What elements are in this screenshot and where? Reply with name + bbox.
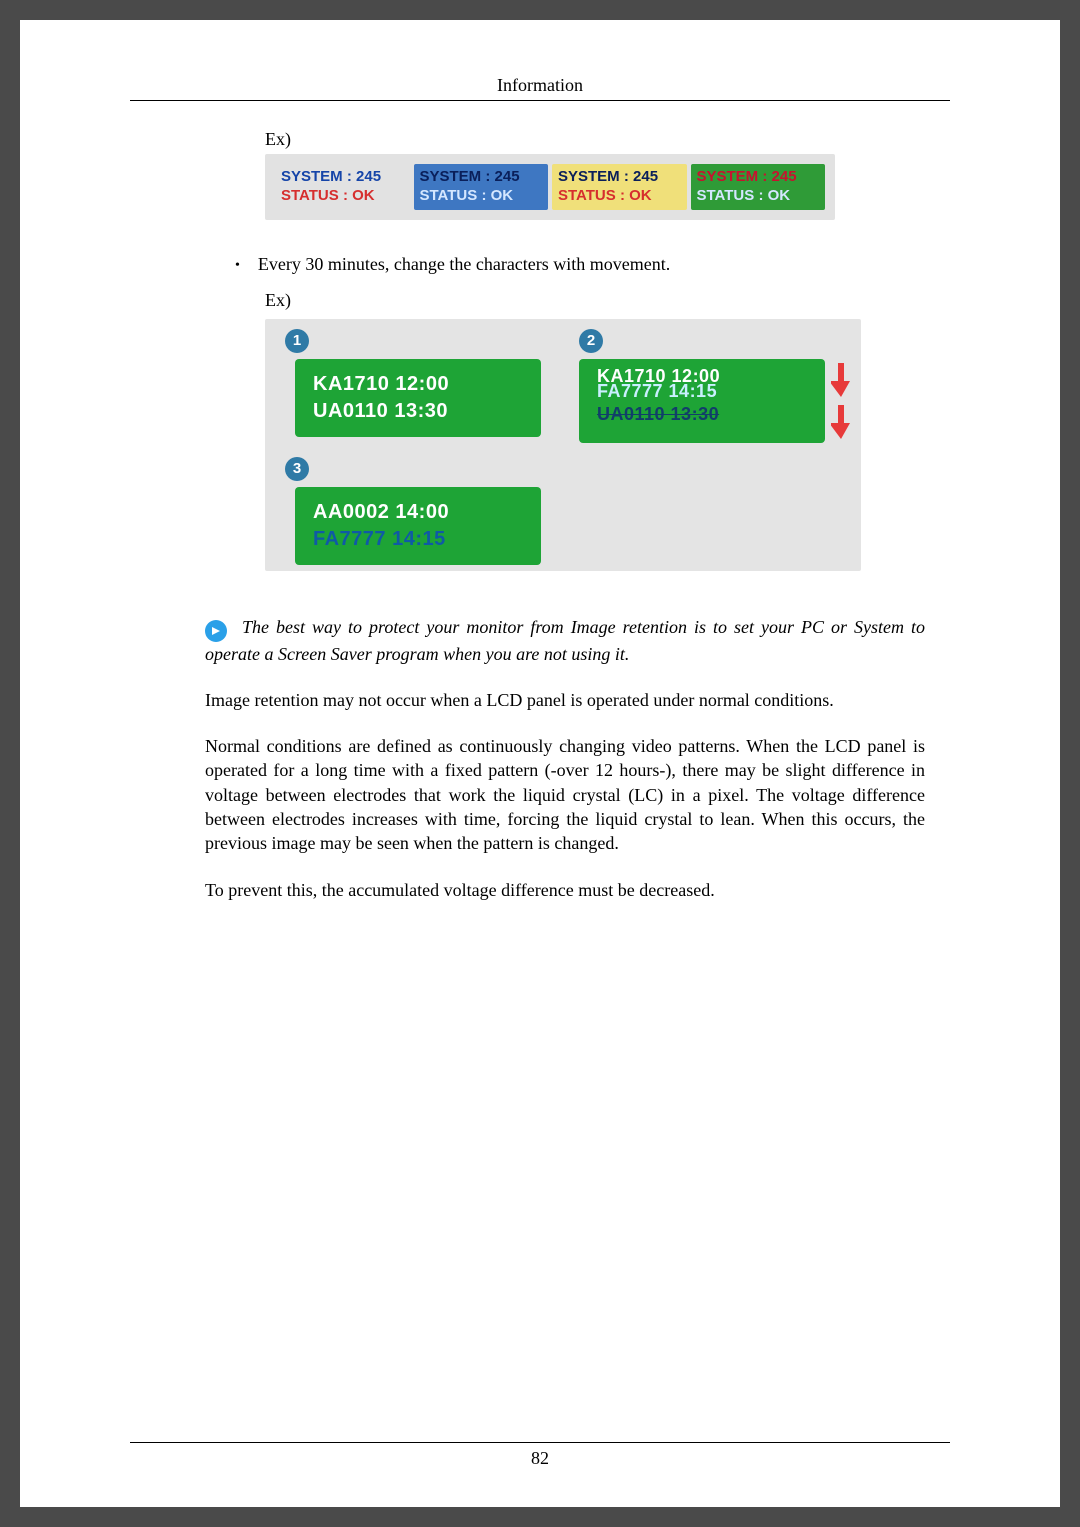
bullet-instruction: • Every 30 minutes, change the character… bbox=[235, 254, 950, 278]
scroll-arrow-icon-1 bbox=[831, 363, 851, 397]
panel-3-row-2: FA7777 14:15 bbox=[313, 528, 523, 551]
panel-2-scroll: AA0002 14:00 KA1710 12:00 FA7777 14:15 U… bbox=[597, 359, 807, 425]
footer-rule bbox=[130, 1442, 950, 1443]
system-cell-2: SYSTEM : 245 STATUS : OK bbox=[414, 164, 549, 210]
panel-1-row-2: UA0110 13:30 bbox=[313, 400, 523, 423]
display-panel-2: AA0002 14:00 KA1710 12:00 FA7777 14:15 U… bbox=[579, 359, 825, 443]
animation-panels: 1 2 3 KA1710 12:00 UA0110 13:30 AA0002 1… bbox=[265, 319, 861, 571]
system-cell-3-line1: SYSTEM : 245 bbox=[558, 168, 681, 187]
panel-2-faded-top: AA0002 14:00 bbox=[597, 359, 807, 364]
document-page: Information Ex) SYSTEM : 245 STATUS : OK… bbox=[20, 20, 1060, 1507]
panel-2-faded-bot: UA0110 13:30 bbox=[597, 404, 807, 425]
header-rule bbox=[130, 100, 950, 101]
system-cell-2-line1: SYSTEM : 245 bbox=[420, 168, 543, 187]
step-badge-3: 3 bbox=[285, 457, 309, 481]
system-cell-3: SYSTEM : 245 STATUS : OK bbox=[552, 164, 687, 210]
display-panel-3: AA0002 14:00 FA7777 14:15 bbox=[295, 487, 541, 565]
example-2-block: Ex) 1 2 3 KA1710 12:00 UA0110 13:30 AA00… bbox=[265, 290, 925, 571]
panel-1-row-1: KA1710 12:00 bbox=[313, 373, 523, 396]
example-label-2: Ex) bbox=[265, 290, 925, 311]
panel-3-row-1: AA0002 14:00 bbox=[313, 501, 523, 524]
system-cell-3-line2: STATUS : OK bbox=[558, 187, 681, 206]
scroll-arrow-icon-2 bbox=[831, 405, 851, 439]
system-cell-1-line2: STATUS : OK bbox=[281, 187, 404, 206]
panel-2-mid-2: FA7777 14:15 bbox=[597, 381, 807, 402]
system-cell-1: SYSTEM : 245 STATUS : OK bbox=[275, 164, 410, 210]
bullet-text: Every 30 minutes, change the characters … bbox=[258, 254, 670, 275]
body-paragraph-1: Image retention may not occur when a LCD… bbox=[205, 688, 925, 712]
info-note-paragraph: The best way to protect your monitor fro… bbox=[205, 615, 925, 666]
info-note-text: The best way to protect your monitor fro… bbox=[205, 617, 925, 664]
body-paragraph-2: Normal conditions are defined as continu… bbox=[205, 734, 925, 855]
step-badge-2: 2 bbox=[579, 329, 603, 353]
page-header-title: Information bbox=[130, 75, 950, 96]
system-cell-4-line2: STATUS : OK bbox=[697, 187, 820, 206]
body-paragraph-3: To prevent this, the accumulated voltage… bbox=[205, 878, 925, 902]
arrow-bullet-icon bbox=[205, 620, 227, 642]
system-cell-1-line1: SYSTEM : 245 bbox=[281, 168, 404, 187]
bullet-dot-icon: • bbox=[235, 254, 240, 278]
system-cell-4-line1: SYSTEM : 245 bbox=[697, 168, 820, 187]
display-panel-1: KA1710 12:00 UA0110 13:30 bbox=[295, 359, 541, 437]
example-1-block: Ex) SYSTEM : 245 STATUS : OK SYSTEM : 24… bbox=[265, 129, 925, 220]
system-cell-2-line2: STATUS : OK bbox=[420, 187, 543, 206]
system-cell-4: SYSTEM : 245 STATUS : OK bbox=[691, 164, 826, 210]
system-status-bar: SYSTEM : 245 STATUS : OK SYSTEM : 245 ST… bbox=[265, 154, 835, 220]
page-number: 82 bbox=[20, 1448, 1060, 1469]
step-badge-1: 1 bbox=[285, 329, 309, 353]
example-label-1: Ex) bbox=[265, 129, 925, 150]
